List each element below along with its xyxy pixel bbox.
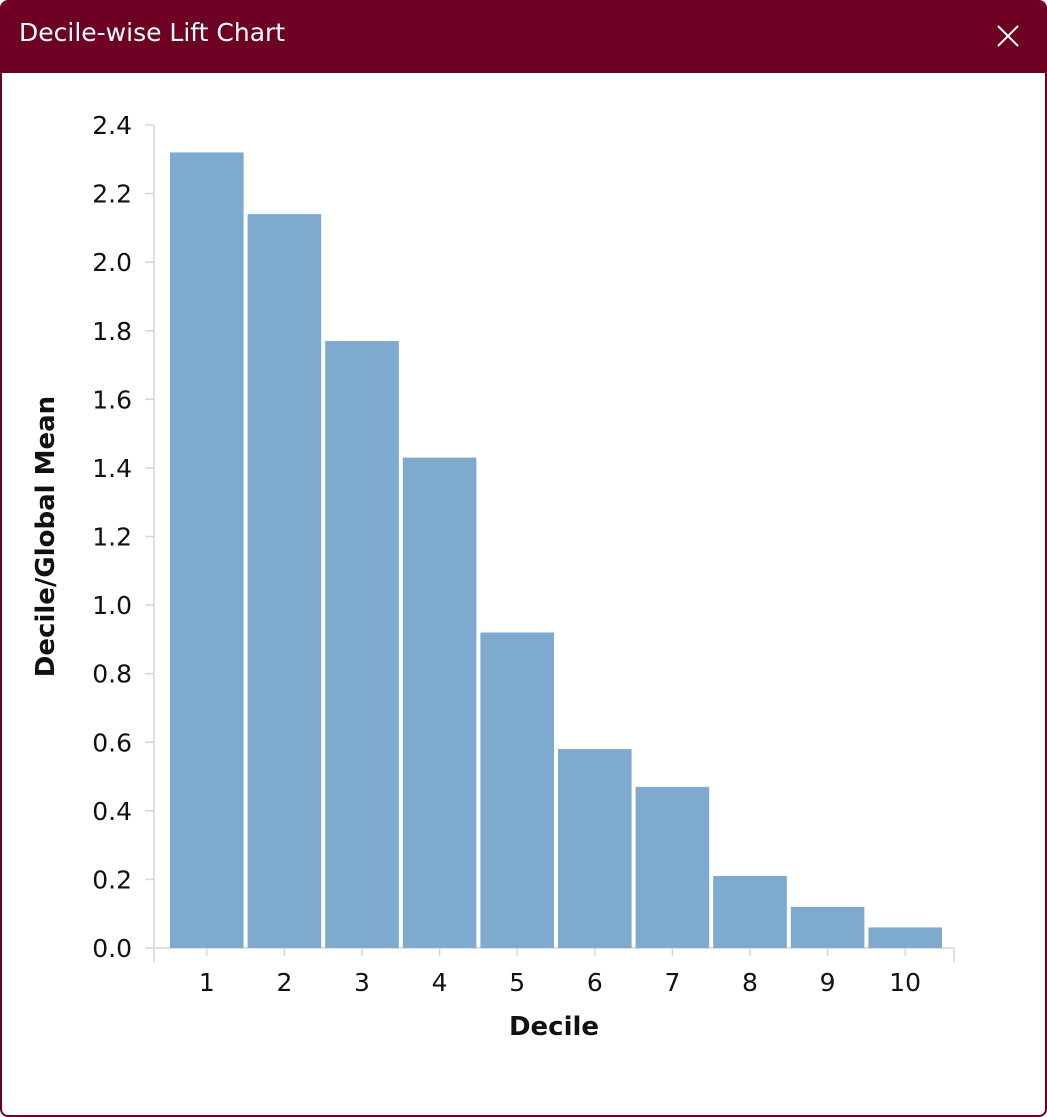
- close-button[interactable]: [991, 19, 1025, 53]
- y-tick-label: 1.4: [92, 454, 132, 483]
- bar: [635, 786, 710, 948]
- y-tick-label: 1.2: [92, 523, 132, 552]
- y-tick-label: 1.0: [92, 591, 132, 620]
- x-tick-label: 9: [820, 968, 836, 997]
- y-tick-label: 0.4: [92, 797, 132, 826]
- x-tick-label: 5: [509, 968, 525, 997]
- y-tick-label: 2.2: [92, 180, 132, 209]
- y-tick-label: 2.0: [92, 248, 132, 277]
- bar: [247, 214, 322, 949]
- bar: [480, 632, 554, 948]
- bar: [325, 341, 399, 949]
- x-tick-label: 1: [199, 968, 215, 997]
- y-tick-label: 0.2: [92, 865, 132, 894]
- bar: [170, 152, 244, 948]
- bar: [713, 875, 787, 948]
- x-tick-label: 3: [354, 968, 370, 997]
- y-tick-label: 2.4: [92, 111, 132, 140]
- x-tick-label: 7: [664, 968, 680, 997]
- chart-area: 0.0 0.2 0.4 0.6 0.8 1.0 1.2 1.4 1.6 1.8 2.0 2.2 2.4 1…: [2, 73, 1045, 1115]
- x-tick-label: 2: [276, 968, 292, 997]
- bar: [868, 927, 942, 948]
- y-tick-label: 1.6: [92, 385, 132, 414]
- title-bar: Decile-wise Lift Chart: [2, 2, 1045, 73]
- y-tick-label: 0.6: [92, 728, 132, 757]
- lift-chart: 0.0 0.2 0.4 0.6 0.8 1.0 1.2 1.4 1.6 1.8 2.0 2.2 2.4 1…: [31, 111, 955, 1042]
- y-tick-label: 1.8: [92, 317, 132, 346]
- x-tick-label: 10: [889, 968, 921, 997]
- y-axis-title: Decile/Global Mean: [31, 396, 61, 677]
- close-icon: [997, 25, 1019, 47]
- x-tick-label: 8: [742, 968, 758, 997]
- bar: [790, 906, 865, 948]
- x-tick-label: 6: [587, 968, 603, 997]
- x-tick-label: 4: [432, 968, 448, 997]
- bar: [402, 457, 477, 948]
- y-tick-label: 0.0: [92, 934, 132, 963]
- x-axis-title: Decile: [509, 1012, 599, 1042]
- y-tick-label: 0.8: [92, 660, 132, 689]
- bar: [558, 749, 632, 948]
- window-title: Decile-wise Lift Chart: [19, 18, 286, 47]
